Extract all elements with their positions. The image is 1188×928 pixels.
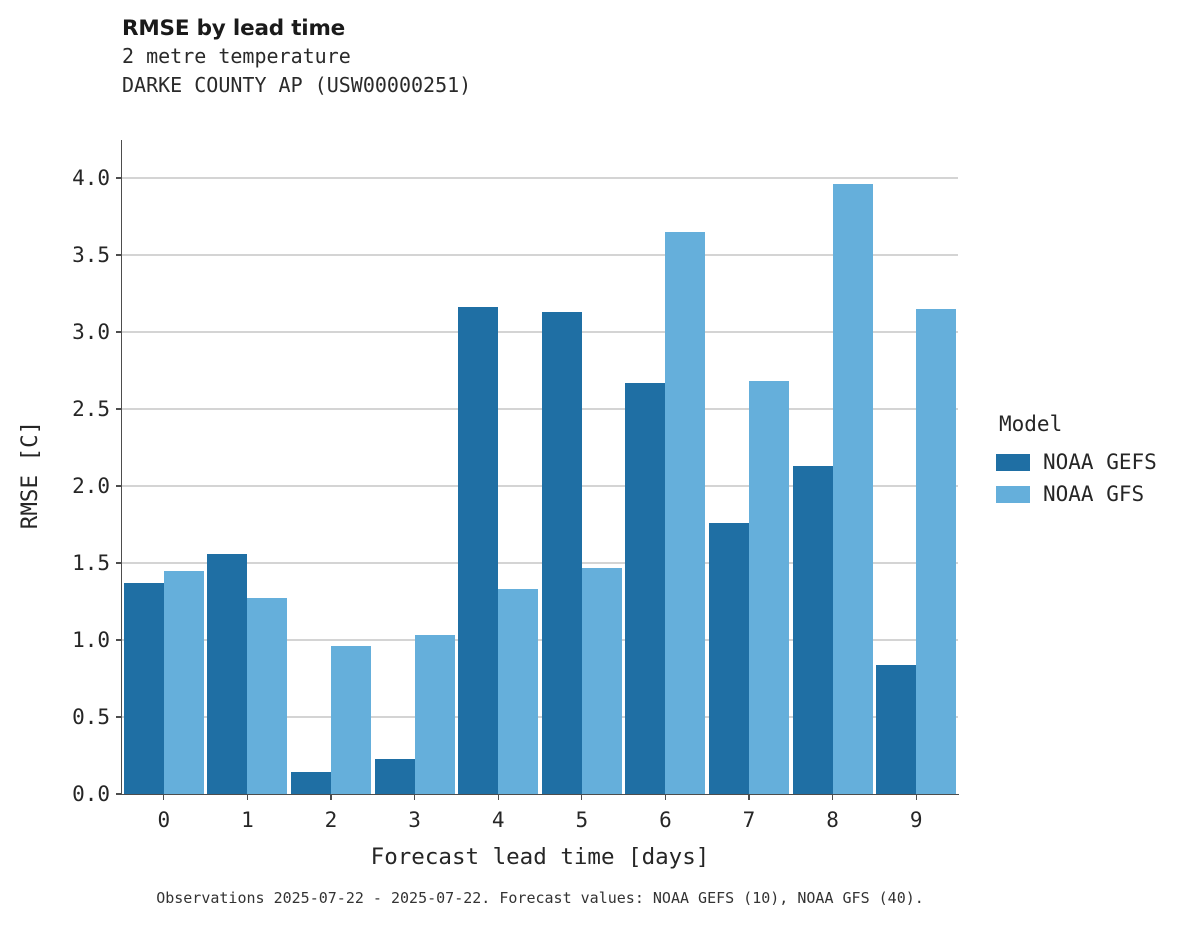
y-tick-label: 0.5 <box>72 705 110 729</box>
plot-area: 0.0 0.5 1.0 1.5 2.0 2.5 3.0 3.5 4.0 0 1 2 3 4 5 6 7 8 9 F… <box>17 140 959 870</box>
y-tick-mark <box>116 562 122 564</box>
bar <box>458 307 499 794</box>
gridline <box>122 331 958 333</box>
y-axis-title: RMSE [C] <box>17 420 43 529</box>
x-axis-title: Forecast lead time [days] <box>370 844 710 870</box>
bar <box>247 598 288 794</box>
x-tick-mark <box>163 794 165 800</box>
x-tick-mark <box>664 794 667 800</box>
x-tick-mark <box>330 794 332 800</box>
bar <box>581 567 622 794</box>
x-tick-label: 1 <box>241 808 254 832</box>
y-tick-mark <box>116 485 122 487</box>
y-tick-mark <box>116 408 122 410</box>
legend-items: NOAA GEFS NOAA GFS <box>996 446 1186 510</box>
bar <box>498 589 539 794</box>
gridline <box>122 254 958 256</box>
y-tick-mark <box>116 716 122 718</box>
x-tick-mark <box>915 794 917 800</box>
page-title: RMSE by lead time <box>122 16 346 41</box>
gridline <box>122 408 958 410</box>
y-tick-mark <box>116 254 122 256</box>
y-tick-label: 2.5 <box>72 397 110 422</box>
x-tick-label: 9 <box>909 808 923 832</box>
x-tick-mark <box>831 794 834 800</box>
chart-subtitle-station: DARKE COUNTY AP (USW00000251) <box>122 73 472 98</box>
x-tick-label: 5 <box>575 808 589 832</box>
bar <box>709 523 749 794</box>
bar <box>625 382 666 794</box>
y-tick-label: 3.0 <box>72 320 110 345</box>
gridline <box>122 639 958 641</box>
y-tick-label: 0.0 <box>72 782 110 806</box>
bar <box>291 772 331 794</box>
bar <box>792 466 833 794</box>
chart-subtitle-variable: 2 metre temperature <box>122 44 351 69</box>
legend-item-label: NOAA GFS <box>1043 482 1145 506</box>
legend-item-label: NOAA GEFS <box>1043 450 1157 474</box>
y-tick-label: 1.5 <box>72 551 110 576</box>
bar <box>876 664 917 794</box>
y-tick-mark <box>116 793 122 795</box>
y-tick-label: 2.0 <box>72 474 110 499</box>
bar <box>749 381 789 794</box>
legend-swatch-icon <box>996 485 1030 503</box>
gridline <box>122 562 958 564</box>
bar <box>374 758 415 794</box>
legend-item[interactable]: NOAA GFS <box>996 478 1186 510</box>
y-tick-label: 1.0 <box>72 628 110 653</box>
bar <box>414 635 455 794</box>
legend-item[interactable]: NOAA GEFS <box>996 446 1186 478</box>
y-tick-label: 4.0 <box>72 166 110 191</box>
x-tick-label: 2 <box>324 808 338 832</box>
x-tick-label: 0 <box>157 808 171 832</box>
bar <box>832 184 873 794</box>
bar <box>123 583 164 794</box>
x-tick-label: 4 <box>491 808 505 832</box>
x-tick-mark <box>748 794 750 800</box>
x-axis-line <box>121 794 959 796</box>
bar <box>916 308 957 794</box>
legend: Model NOAA GEFS NOAA GFS <box>996 412 1186 510</box>
gridline <box>122 716 958 718</box>
legend-title: Model <box>999 412 1063 436</box>
bar <box>331 646 371 794</box>
gridline <box>122 485 958 487</box>
y-tick-mark <box>116 331 122 333</box>
bar <box>207 553 248 794</box>
x-tick-label: 6 <box>659 808 672 832</box>
y-axis-line <box>121 140 123 794</box>
x-tick-mark <box>246 794 249 800</box>
y-tick-mark <box>116 639 122 641</box>
bar <box>163 570 204 794</box>
gridline <box>122 177 958 179</box>
bar <box>665 232 706 794</box>
x-tick-label: 3 <box>408 808 421 832</box>
footer-caption: Observations 2025-07-22 - 2025-07-22. Fo… <box>156 889 924 907</box>
y-tick-mark <box>116 177 122 179</box>
title-block: RMSE by lead time 2 metre temperature DA… <box>122 16 942 100</box>
x-tick-label: 7 <box>742 808 756 832</box>
x-tick-label: 8 <box>826 808 839 832</box>
legend-swatch-icon <box>996 453 1030 471</box>
x-tick-mark <box>497 794 499 800</box>
bar <box>541 312 582 794</box>
x-tick-mark <box>413 794 416 800</box>
x-tick-mark <box>581 794 583 800</box>
y-tick-label: 3.5 <box>72 243 110 268</box>
